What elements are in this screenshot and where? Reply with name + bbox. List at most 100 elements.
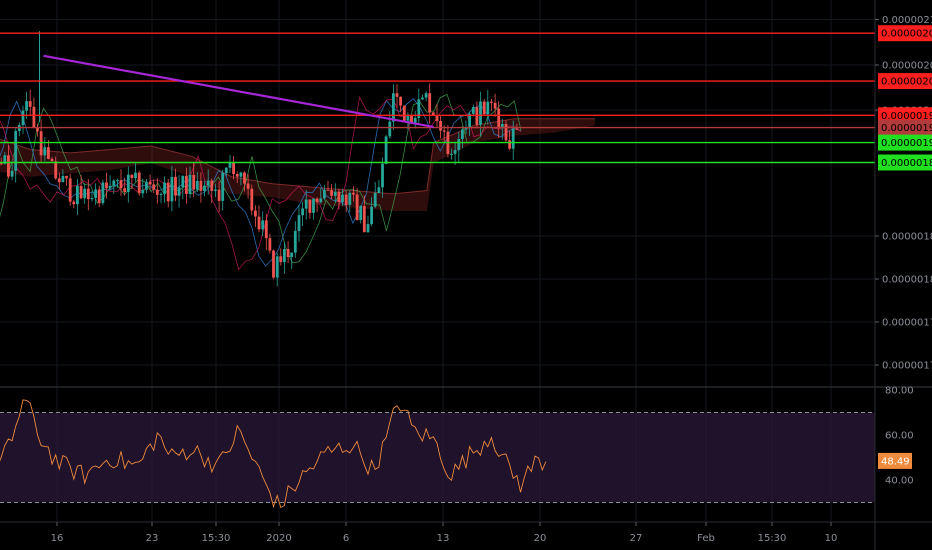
candle-body <box>355 194 359 220</box>
candle-body <box>490 101 493 103</box>
time-tick-label: 23 <box>146 533 159 544</box>
candle-body <box>206 180 210 186</box>
candle-body <box>83 188 87 199</box>
candle-body <box>388 121 392 137</box>
candle-body <box>86 188 90 200</box>
time-tick-label: 16 <box>51 533 64 544</box>
grid <box>0 0 932 521</box>
candle-body <box>159 193 163 195</box>
price-level-badge <box>878 25 932 42</box>
time-tick-label: 6 <box>343 533 349 544</box>
candle-body <box>457 139 461 151</box>
candle-body <box>3 155 7 164</box>
candle-body <box>515 128 519 130</box>
time-tick-label: 20 <box>534 533 547 544</box>
candle-body <box>195 180 199 190</box>
candle-body <box>395 93 399 97</box>
candle-body <box>25 101 28 111</box>
cloud-edge-upper <box>0 118 595 195</box>
candle-body <box>221 173 225 201</box>
candle-body <box>79 185 83 199</box>
candle-body <box>381 163 384 188</box>
candle-body <box>116 180 119 182</box>
candle-body <box>304 199 308 209</box>
candle-body <box>511 128 515 149</box>
candle-body <box>21 110 25 125</box>
candle-body <box>308 199 312 213</box>
candle-body <box>399 96 402 106</box>
candle-body <box>152 184 156 190</box>
candle-body <box>453 150 457 154</box>
candle-body <box>402 105 406 121</box>
candle-body <box>163 182 166 194</box>
candle-body <box>362 206 366 233</box>
candle-body <box>145 181 148 190</box>
candle-body <box>392 93 395 122</box>
candle-body <box>406 114 410 121</box>
candle-body <box>268 238 272 251</box>
candle-body <box>101 182 105 204</box>
price-level-badge <box>878 154 932 171</box>
candle-body <box>250 188 254 211</box>
candle-body <box>366 224 370 233</box>
candle-body <box>239 172 243 177</box>
candle-body <box>214 189 217 191</box>
candle-body <box>348 192 352 205</box>
price-level-badge-label: 0.00000189 <box>881 158 932 169</box>
candle-body <box>344 194 348 205</box>
candle-body <box>410 114 413 124</box>
time-tick-label: 27 <box>630 533 643 544</box>
candle-body <box>479 101 482 125</box>
candle-body <box>424 93 428 98</box>
candle-body <box>28 101 32 107</box>
candle-body <box>341 194 344 203</box>
candle-body <box>177 187 181 196</box>
candle-body <box>7 155 10 177</box>
candle-body <box>90 198 94 200</box>
candle-body <box>359 206 363 220</box>
candle-body <box>442 130 446 132</box>
candle-body <box>413 118 417 124</box>
candle-body <box>326 189 330 191</box>
candle-body <box>272 250 275 278</box>
candle-body <box>486 101 490 115</box>
candle-body <box>0 163 3 165</box>
candle-body <box>232 162 235 174</box>
candle-body <box>464 127 468 130</box>
time-tick-label: 10 <box>825 533 838 544</box>
candle-body <box>123 188 127 192</box>
candle-body <box>257 216 261 230</box>
candle-body <box>323 189 326 199</box>
candle-body <box>493 102 497 109</box>
candle-body <box>312 198 315 213</box>
candle-body <box>333 191 337 196</box>
candle-body <box>450 153 453 155</box>
candle-body <box>504 124 508 141</box>
candle-body <box>246 183 250 189</box>
price-level-badge <box>878 119 932 136</box>
candle-body <box>500 124 504 129</box>
candle-body <box>293 231 297 253</box>
candle-body <box>471 107 475 114</box>
candle-body <box>261 220 265 230</box>
candle-body <box>108 185 112 189</box>
candle-body <box>181 175 185 188</box>
candle-body <box>54 161 58 179</box>
candle-body <box>373 193 377 207</box>
time-tick-label: 2020 <box>266 533 291 544</box>
price-levels <box>0 32 875 164</box>
candle-body <box>119 180 123 189</box>
candle-body <box>279 256 283 263</box>
candle-body <box>319 198 323 203</box>
candle-body <box>47 147 50 159</box>
candle-body <box>283 249 286 263</box>
candle-body <box>264 220 268 239</box>
candle-body <box>105 182 108 189</box>
candle-body <box>166 182 170 202</box>
candle-body <box>72 201 76 205</box>
candle-body <box>254 210 257 217</box>
candle-body <box>137 172 141 194</box>
candle-body <box>65 175 68 179</box>
